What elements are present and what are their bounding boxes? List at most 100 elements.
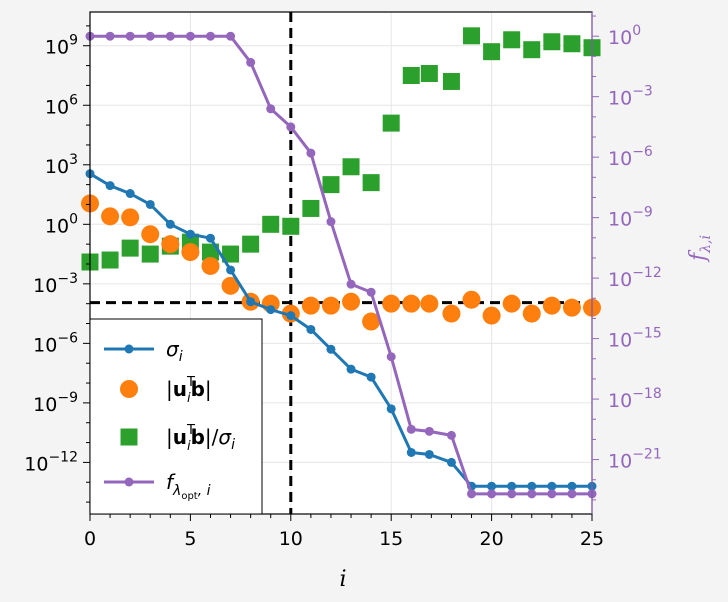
- legend-entry-ub: |uT ib|: [166, 375, 212, 406]
- series-point: [302, 199, 320, 217]
- series-point: [362, 312, 381, 331]
- series-point: [362, 174, 380, 192]
- right-y-axis-label: fλ,i: [686, 235, 714, 263]
- series-point: [406, 424, 416, 434]
- series-0: [85, 169, 597, 491]
- series-point: [125, 189, 135, 199]
- series-point: [507, 489, 517, 499]
- left-y-tick-label: 10−9: [33, 390, 78, 416]
- x-tick-label: 5: [184, 528, 196, 550]
- series-point: [523, 41, 541, 59]
- series-point: [101, 207, 120, 226]
- series-point: [446, 457, 456, 467]
- x-tick-label: 20: [480, 528, 504, 550]
- left-y-tick-label: 10−6: [33, 330, 78, 356]
- right-y-tick-label: 10−18: [608, 386, 662, 412]
- left-y-tick-label: 109: [45, 33, 78, 59]
- series-point: [326, 344, 336, 354]
- series-point: [420, 294, 439, 313]
- series-point: [286, 122, 296, 132]
- series-point: [547, 489, 557, 499]
- series-point: [442, 72, 460, 90]
- series-point: [266, 305, 276, 315]
- series-point: [483, 43, 501, 61]
- series-point: [547, 481, 557, 491]
- series-point: [145, 199, 155, 209]
- series-point: [402, 66, 420, 84]
- series-point: [321, 296, 340, 315]
- series-point: [463, 27, 481, 45]
- right-y-tick-label: 10−3: [608, 84, 653, 110]
- series-point: [386, 404, 396, 414]
- series-point: [527, 489, 537, 499]
- series-point: [181, 243, 200, 262]
- x-tick-label: 0: [84, 528, 96, 550]
- series-point: [507, 481, 517, 491]
- legend-entry-sigma: σi: [166, 337, 183, 365]
- series-layer: [81, 27, 601, 499]
- series-point: [542, 296, 561, 315]
- series-point: [201, 256, 220, 275]
- series-point: [442, 304, 461, 323]
- left-y-tick-label: 10−12: [24, 449, 78, 475]
- series-point: [563, 35, 581, 53]
- series-point: [420, 65, 438, 83]
- series-point: [346, 279, 356, 289]
- series-point: [282, 217, 300, 235]
- x-tick-label: 10: [279, 528, 303, 550]
- legend-marker: [120, 380, 138, 398]
- series-point: [522, 304, 541, 323]
- legend: σi |uT ib| |uT ib|/σi fλopt, i: [89, 318, 263, 515]
- series-point: [567, 481, 577, 491]
- series-3: [85, 31, 597, 499]
- series-point: [306, 324, 316, 334]
- series-point: [121, 208, 140, 227]
- series-point: [286, 311, 296, 321]
- left-y-tick-label: 106: [45, 92, 78, 118]
- right-y-tick-label: 10−9: [608, 205, 653, 231]
- series-point: [402, 294, 421, 313]
- series-point: [141, 225, 160, 244]
- legend-entry-f: fλopt, i: [166, 470, 211, 502]
- series-point: [246, 297, 256, 307]
- series-point: [201, 243, 219, 261]
- series-point: [165, 31, 175, 41]
- series-point: [482, 306, 501, 325]
- right-y-tick-label: 10−6: [608, 144, 653, 170]
- series-point: [382, 114, 400, 132]
- series-point: [322, 176, 340, 194]
- series-point: [301, 296, 320, 315]
- series-point: [382, 294, 401, 313]
- series-point: [306, 148, 316, 158]
- series-point: [226, 31, 236, 41]
- series-point: [185, 229, 195, 239]
- series-point: [105, 181, 115, 191]
- series-point: [503, 31, 521, 49]
- series-point: [246, 57, 256, 67]
- series-point: [502, 294, 521, 313]
- series-point: [342, 158, 360, 176]
- series-point: [101, 251, 119, 269]
- x-axis-label: i: [339, 567, 346, 592]
- series-point: [145, 31, 155, 41]
- series-point: [226, 265, 236, 275]
- x-tick-label: 15: [379, 528, 403, 550]
- legend-entry-ub-over-sigma: |uT ib|/σi: [166, 423, 235, 454]
- series-point: [406, 447, 416, 457]
- series-point: [205, 31, 215, 41]
- series-point: [487, 481, 497, 491]
- series-point: [221, 276, 240, 295]
- series-point: [326, 217, 336, 227]
- left-y-tick-label: 103: [45, 152, 78, 178]
- legend-marker: [124, 344, 134, 354]
- left-y-tick-label: 10−3: [33, 271, 78, 297]
- series-point: [262, 215, 280, 233]
- series-point: [222, 245, 240, 263]
- series-point: [205, 233, 215, 243]
- series-point: [366, 372, 376, 382]
- series-point: [527, 481, 537, 491]
- series-point: [342, 292, 361, 311]
- series-point: [161, 235, 180, 254]
- right-y-tick-label: 100: [608, 23, 641, 49]
- series-point: [141, 245, 159, 263]
